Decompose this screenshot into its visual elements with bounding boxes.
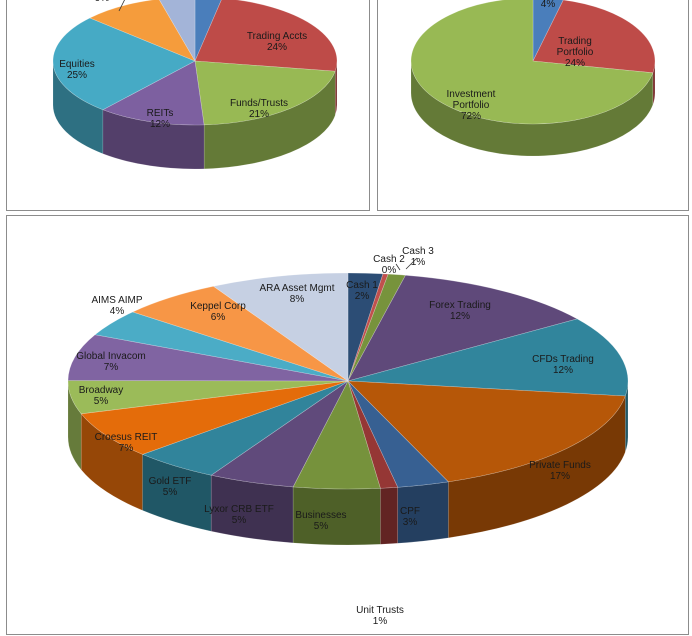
asset-slice-equities	[52, 17, 196, 111]
holding-slice-cash-1	[347, 272, 384, 382]
leader-line-cash-2	[395, 263, 401, 271]
portfolio-percent-trading-portfolio: 24%	[565, 58, 585, 69]
pie-chart-portfolio-split: 4% Trading Portfolio 24% Investment Portfolio…	[410, 0, 656, 157]
holding-percent-cash-2: 0%	[382, 265, 397, 276]
holding-label-businesses: Businesses 5%	[295, 510, 346, 532]
holding-label-global-invacom: Global Invacom 7%	[76, 351, 145, 373]
asset-percent-equities: 25%	[67, 70, 87, 81]
portfolio-percent-slice-1: 4%	[541, 0, 556, 10]
holding-label-cfds-trading: CFDs Trading 12%	[532, 354, 594, 376]
chart-panel-portfolio-split: 4% Trading Portfolio 24% Investment Portfolio…	[377, 0, 689, 211]
holding-label-cash-3: Cash 3 1%	[402, 246, 434, 268]
pie-chart-asset-allocation: Trading Accts 24% Funds/Trusts 21% REITs 12% E…	[52, 0, 338, 170]
holding-percent-lyxor-crb-etf: 5%	[232, 515, 247, 526]
holding-percent-private-funds: 17%	[550, 471, 570, 482]
portfolio-slice-investment-portfolio	[410, 0, 654, 125]
portfolio-label-investment-portfolio: Investment Portfolio 72%	[447, 89, 496, 122]
asset-label-slice-6: 9%	[95, 0, 110, 4]
portfolio-label-slice-1: 4%	[541, 0, 556, 10]
holding-label-private-funds: Private Funds 17%	[529, 460, 591, 482]
holding-percent-cash-1: 2%	[355, 291, 370, 302]
leader-line-asset-top	[118, 0, 125, 12]
asset-label-equities: Equities 25%	[59, 59, 95, 81]
holding-slice-cfds-trading	[347, 318, 629, 397]
chart-panel-asset-allocation: Trading Accts 24% Funds/Trusts 21% REITs 12% E…	[6, 0, 370, 211]
portfolio-label-trading-portfolio: Trading Portfolio 24%	[557, 36, 594, 69]
holding-slice-cash-3	[347, 273, 406, 382]
asset-label-funds-trusts: Funds/Trusts 21%	[230, 98, 288, 120]
holding-label-gold-etf: Gold ETF 5%	[149, 476, 192, 498]
asset-percent-reits: 12%	[150, 119, 170, 130]
holding-percent-forex-trading: 12%	[450, 311, 470, 322]
holding-percent-keppel-corp: 6%	[211, 312, 226, 323]
asset-percent-slice-6: 9%	[95, 0, 110, 4]
asset-slice-reits	[102, 60, 205, 126]
holding-label-aims-aimp: AIMS AIMP 4%	[91, 295, 142, 317]
holding-slice-ara-asset-mgmt	[212, 272, 349, 382]
chart-panel-holdings-breakdown: Cash 1 2% Cash 2 0% Cash 3 1% Forex Trading 12%…	[6, 215, 689, 635]
holding-slice-private-funds	[347, 380, 626, 483]
holding-label-keppel-corp: Keppel Corp 6%	[190, 301, 246, 323]
holding-slice-gold-etf	[141, 380, 349, 476]
portfolio-percent-investment-portfolio: 72%	[461, 111, 481, 122]
holding-label-cash-1: Cash 1 2%	[346, 280, 378, 302]
holding-percent-cpf: 3%	[403, 517, 418, 528]
holding-percent-cfds-trading: 12%	[553, 365, 573, 376]
holding-slice-cpf	[347, 380, 449, 488]
holding-percent-croesus-reit: 7%	[119, 443, 134, 454]
holding-label-ara-asset-mgmt: ARA Asset Mgmt 8%	[259, 283, 334, 305]
holding-label-cash-2: Cash 2 0%	[373, 254, 405, 276]
asset-slice-funds-trusts	[194, 60, 336, 126]
holding-percent-ara-asset-mgmt: 8%	[290, 294, 305, 305]
asset-slice-trading-accts	[194, 0, 338, 72]
holding-label-lyxor-crb-etf: Lyxor CRB ETF 5%	[204, 504, 274, 526]
holding-side-unit-trusts	[380, 487, 398, 545]
portfolio-slice-slice-1	[532, 0, 564, 62]
holding-label-forex-trading: Forex Trading 12%	[429, 300, 491, 322]
holding-percent-gold-etf: 5%	[163, 487, 178, 498]
pie-chart-holdings-breakdown: Cash 1 2% Cash 2 0%Cash 3 1% Forex Trading 12%…	[67, 246, 629, 627]
asset-slice-slice-7	[159, 0, 196, 63]
holding-slice-global-invacom	[67, 334, 349, 382]
portfolio-slice-trading-portfolio	[532, 0, 656, 74]
holding-slice-businesses	[292, 380, 381, 490]
holding-label-croesus-reit: Croesus REIT 7%	[95, 432, 158, 454]
asset-label-trading-accts: Trading Accts 24%	[247, 31, 307, 53]
leader-line-cash-3	[405, 257, 418, 270]
holding-label-broadway: Broadway 5%	[79, 385, 123, 407]
holding-percent-broadway: 5%	[94, 396, 109, 407]
holding-slice-keppel-corp	[131, 285, 349, 382]
holding-percent-unit-trusts: 1%	[373, 616, 388, 627]
holding-slice-lyxor-crb-etf	[210, 380, 349, 488]
holding-slice-cash-2	[347, 273, 389, 382]
holding-percent-cash-3: 1%	[411, 257, 426, 268]
holding-percent-global-invacom: 7%	[104, 362, 119, 373]
holding-slice-unit-trusts	[347, 380, 399, 489]
holding-percent-aims-aimp: 4%	[110, 306, 125, 317]
holding-slice-forex-trading	[347, 274, 578, 382]
asset-label-reits: REITs 12%	[147, 108, 174, 130]
holding-percent-businesses: 5%	[314, 521, 329, 532]
asset-percent-funds-trusts: 21%	[249, 109, 269, 120]
holding-label-unit-trusts: Unit Trusts 1%	[356, 605, 404, 627]
asset-slice-slice-1	[194, 0, 222, 62]
holding-label-cpf: CPF 3%	[400, 506, 420, 528]
holding-slice-broadway	[67, 380, 349, 415]
holding-slice-aims-aimp	[94, 311, 349, 382]
asset-percent-trading-accts: 24%	[267, 42, 287, 53]
holding-slice-croesus-reit	[80, 380, 349, 455]
